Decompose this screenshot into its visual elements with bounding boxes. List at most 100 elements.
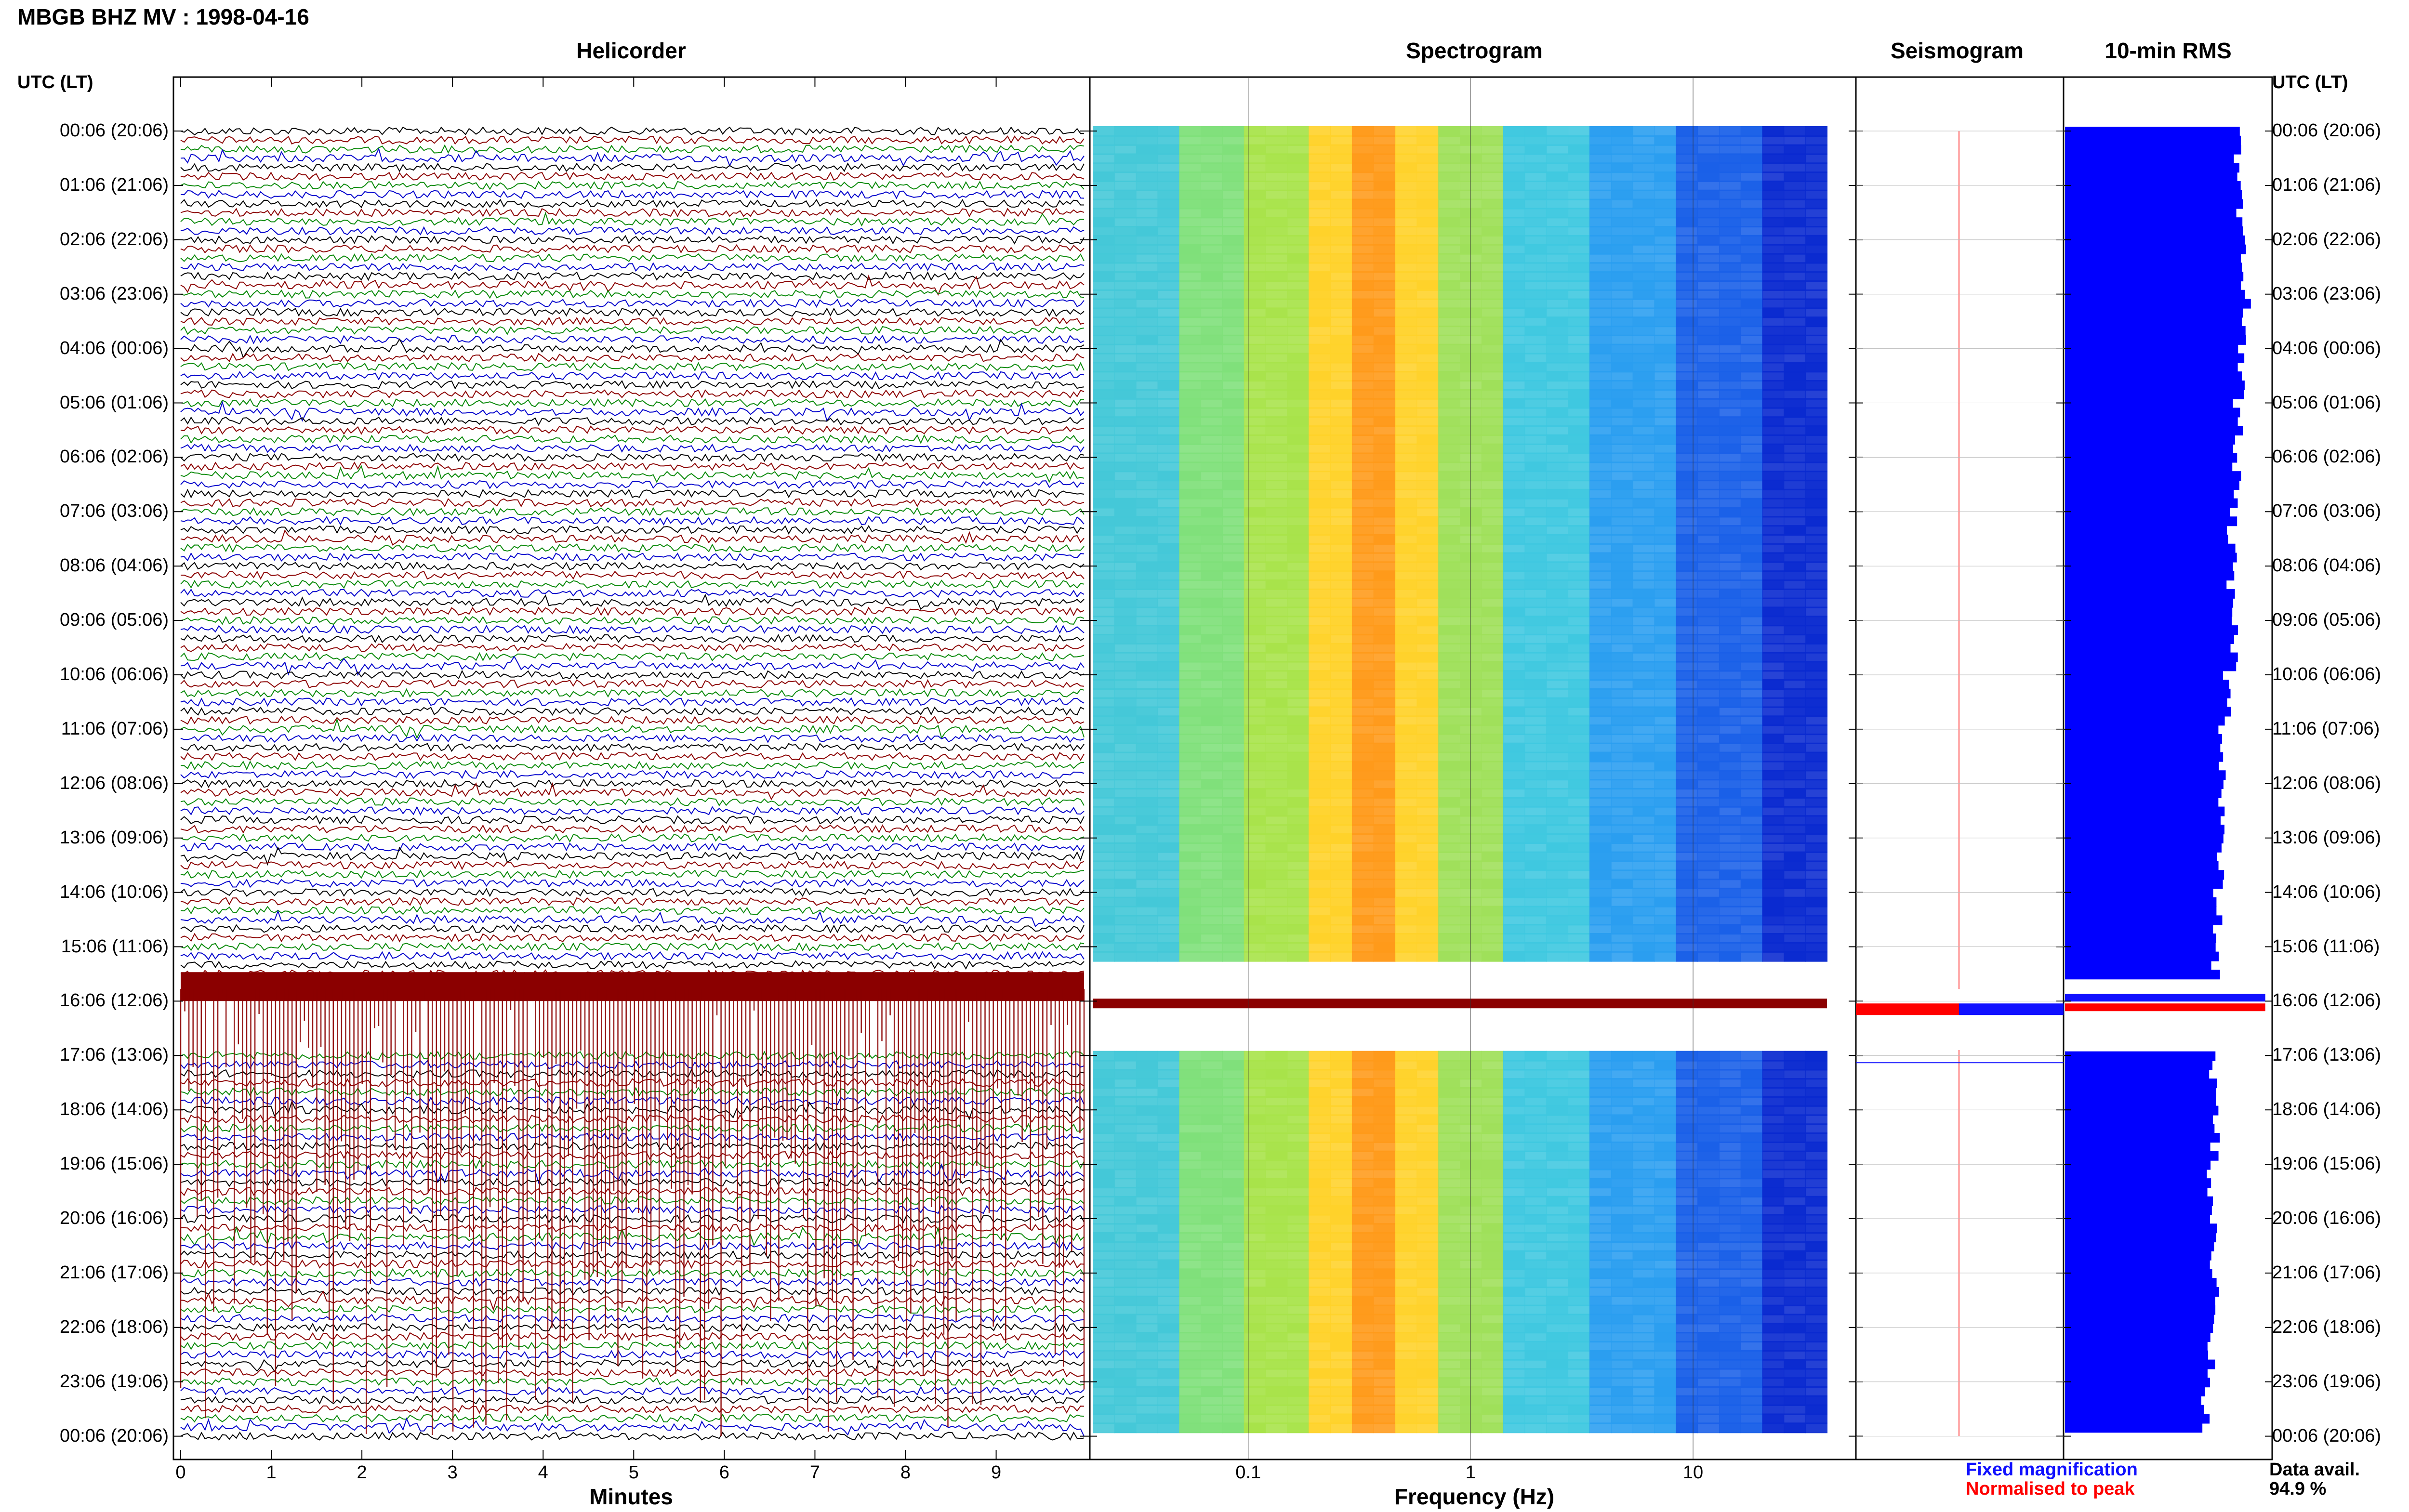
spectrogram-cell <box>1287 887 1310 898</box>
spectrogram-cell <box>1179 942 1202 953</box>
spectrogram-cell <box>1395 162 1417 173</box>
spectrogram-cell <box>1611 616 1633 627</box>
spectrogram-cell <box>1784 869 1806 881</box>
spectrogram-cell <box>1654 326 1677 337</box>
spectrogram-cell <box>1114 126 1137 137</box>
spectrogram-cell <box>1762 1114 1785 1125</box>
spectrogram-cell <box>1481 217 1504 228</box>
spectrogram-cell <box>1093 1277 1115 1288</box>
spectrogram-cell <box>1632 1404 1655 1415</box>
spectrogram-cell <box>1611 788 1633 799</box>
spectrogram-cell <box>1784 1323 1806 1334</box>
spectrogram-cell <box>1654 561 1677 572</box>
spectrogram-cell <box>1093 1250 1115 1261</box>
spectrogram-cell <box>1201 797 1223 808</box>
spectrogram-cell <box>1740 561 1763 572</box>
spectrogram-cell <box>1740 198 1763 210</box>
spectrogram-cell <box>1805 906 1827 917</box>
spectrogram-cell <box>1179 1159 1202 1170</box>
spectrogram-cell <box>1287 1060 1310 1071</box>
spectrogram-cell <box>1546 316 1569 328</box>
spectrogram-cell <box>1416 633 1439 644</box>
spectrogram-cell <box>1351 235 1374 246</box>
spectrogram-cell <box>1351 1332 1374 1343</box>
spectrogram-cell <box>1568 1332 1590 1343</box>
spectrogram-cell <box>1740 1295 1763 1306</box>
spectrogram-cell <box>1503 326 1525 337</box>
spectrogram-cell <box>1784 1241 1806 1252</box>
spectrogram-cell <box>1438 842 1460 853</box>
spectrogram-cell <box>1201 1159 1223 1170</box>
spectrogram-cell <box>1697 697 1720 708</box>
helicorder-trace <box>180 171 1085 181</box>
right-axis-header: UTC (LT) <box>2272 72 2348 92</box>
spectrogram-cell <box>1805 924 1827 935</box>
spectrogram-cell <box>1762 135 1785 146</box>
spectrogram-cell <box>1265 1332 1288 1343</box>
spectrogram-cell <box>1481 842 1504 853</box>
spectrogram-cell <box>1719 416 1741 427</box>
spectrogram-cell <box>1287 896 1310 907</box>
spectrogram-cell <box>1395 135 1417 146</box>
spectrogram-cell <box>1395 1395 1417 1406</box>
spectrogram-cell <box>1416 271 1439 282</box>
spectrogram-cell <box>1784 1350 1806 1361</box>
spectrogram-cell <box>1632 1114 1655 1125</box>
spectrogram-cell <box>1438 1332 1460 1343</box>
spectrogram-cell <box>1136 869 1158 881</box>
spectrogram-cell <box>1157 498 1180 509</box>
spectrogram-cell <box>1719 1232 1741 1243</box>
spectrogram-cell <box>1287 488 1310 500</box>
spectrogram-cell <box>1201 1196 1223 1207</box>
spectrogram-cell <box>1330 1232 1352 1243</box>
spectrogram-cell <box>1568 326 1590 337</box>
spectrogram-cell <box>1697 1186 1720 1197</box>
spectrogram-cell <box>1395 479 1417 490</box>
spectrogram-cell <box>1114 906 1137 917</box>
spectrogram-cell <box>1244 471 1266 482</box>
spectrogram-cell <box>1309 1078 1331 1089</box>
spectrogram-cell <box>1351 1105 1374 1116</box>
spectrogram-cell <box>1222 896 1244 907</box>
spectrogram-cell <box>1784 1096 1806 1107</box>
spectrogram-cell <box>1589 516 1612 527</box>
spectrogram-cell <box>1524 552 1547 563</box>
spectrogram-cell <box>1524 1060 1547 1071</box>
spectrogram-cell <box>1351 824 1374 835</box>
spectrogram-cell <box>1784 1404 1806 1415</box>
spectrogram-cell <box>1805 153 1827 164</box>
spectrogram-cell <box>1568 144 1590 155</box>
spectrogram-cell <box>1265 915 1288 926</box>
spectrogram-cell <box>1481 452 1504 463</box>
spectrogram-cell <box>1330 425 1352 436</box>
spectrogram-cell <box>1222 933 1244 944</box>
spectrogram-cell <box>1697 153 1720 164</box>
spectrogram-cell <box>1222 1413 1244 1424</box>
spectrogram-cell <box>1481 1051 1504 1062</box>
spectrogram-cell <box>1330 570 1352 581</box>
spectrogram-cell <box>1611 1105 1633 1116</box>
spectrogram-cell <box>1481 670 1504 681</box>
spectrogram-cell <box>1805 1359 1827 1370</box>
spectrogram-cell <box>1157 1377 1180 1388</box>
spectrogram-cell <box>1481 652 1504 663</box>
spectrogram-cell <box>1416 1386 1439 1397</box>
spectrogram-cell <box>1740 289 1763 300</box>
spectrogram-cell <box>1611 534 1633 545</box>
spectrogram-cell <box>1762 498 1785 509</box>
spectrogram-cell <box>1114 407 1137 418</box>
spectrogram-cell <box>1287 171 1310 183</box>
spectrogram-cell <box>1222 1196 1244 1207</box>
spectrogram-cell <box>1093 1404 1115 1415</box>
spectrogram-cell <box>1589 616 1612 627</box>
spectrogram-cell <box>1546 371 1569 382</box>
spectrogram-cell <box>1330 1386 1352 1397</box>
spectrogram-cell <box>1611 452 1633 463</box>
spectrogram-cell <box>1568 271 1590 282</box>
helicorder-trace <box>180 1290 1085 1311</box>
spectrogram-cell <box>1373 1087 1396 1098</box>
spectrogram-cell <box>1330 806 1352 817</box>
spectrogram-cell <box>1568 879 1590 890</box>
spectrogram-cell <box>1784 742 1806 753</box>
spectrogram-cell <box>1524 479 1547 490</box>
